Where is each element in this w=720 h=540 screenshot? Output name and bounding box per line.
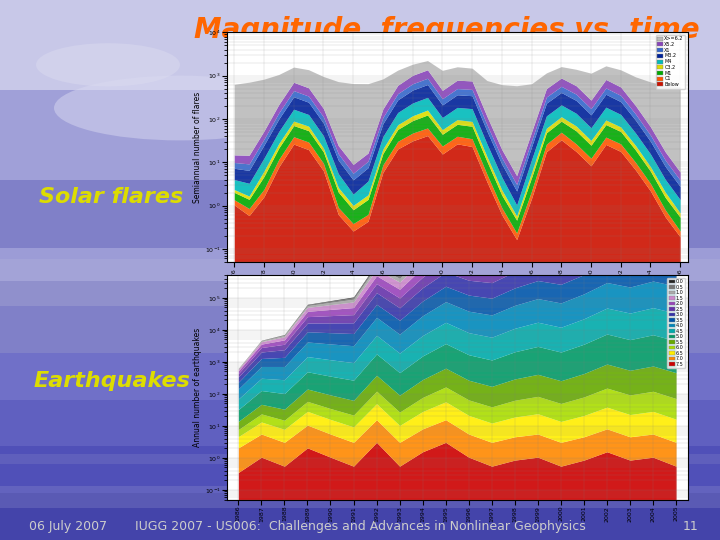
- Bar: [0, 259, 720, 306]
- Y-axis label: Annual number of earthquakes: Annual number of earthquakes: [193, 328, 202, 447]
- Bar: [0, 248, 720, 281]
- Bar: [0, 486, 720, 508]
- Ellipse shape: [54, 76, 306, 140]
- Text: 11: 11: [683, 520, 698, 533]
- Text: 06 July 2007: 06 July 2007: [29, 520, 107, 533]
- Legend: 0.0, 0.5, 1.0, 1.5, 2.0, 2.5, 3.0, 3.5, 4.0, 4.5, 5.0, 5.5, 6.0, 6.5, 7.0, 7.5: 0.0, 0.5, 1.0, 1.5, 2.0, 2.5, 3.0, 3.5, …: [667, 278, 685, 368]
- Bar: [0, 270, 720, 360]
- Text: Earthquakes: Earthquakes: [33, 370, 190, 391]
- Bar: [0, 450, 720, 540]
- Y-axis label: Semiannual number of flares: Semiannual number of flares: [193, 91, 202, 203]
- Bar: [0, 0, 720, 90]
- Text: Magnitude  frequencies vs. time: Magnitude frequencies vs. time: [194, 16, 699, 44]
- Bar: [0, 353, 720, 400]
- Bar: [0, 400, 720, 447]
- Text: IUGG 2007 - US006:  Challenges and Advances in Nonlinear Geophysics: IUGG 2007 - US006: Challenges and Advanc…: [135, 520, 585, 533]
- Bar: [0, 454, 720, 464]
- Bar: [0, 90, 720, 180]
- Ellipse shape: [234, 54, 558, 108]
- Bar: [0, 180, 720, 270]
- Legend: X>=6.2, X5.2, X1, M3.2, M4, C3.2, M1, C1, Below: X>=6.2, X5.2, X1, M3.2, M4, C3.2, M1, C1…: [656, 35, 685, 89]
- Bar: [0, 306, 720, 353]
- Bar: [0, 493, 720, 540]
- Bar: [0, 447, 720, 493]
- Bar: [0, 360, 720, 450]
- Text: Solar flares: Solar flares: [40, 187, 184, 207]
- Ellipse shape: [36, 43, 180, 86]
